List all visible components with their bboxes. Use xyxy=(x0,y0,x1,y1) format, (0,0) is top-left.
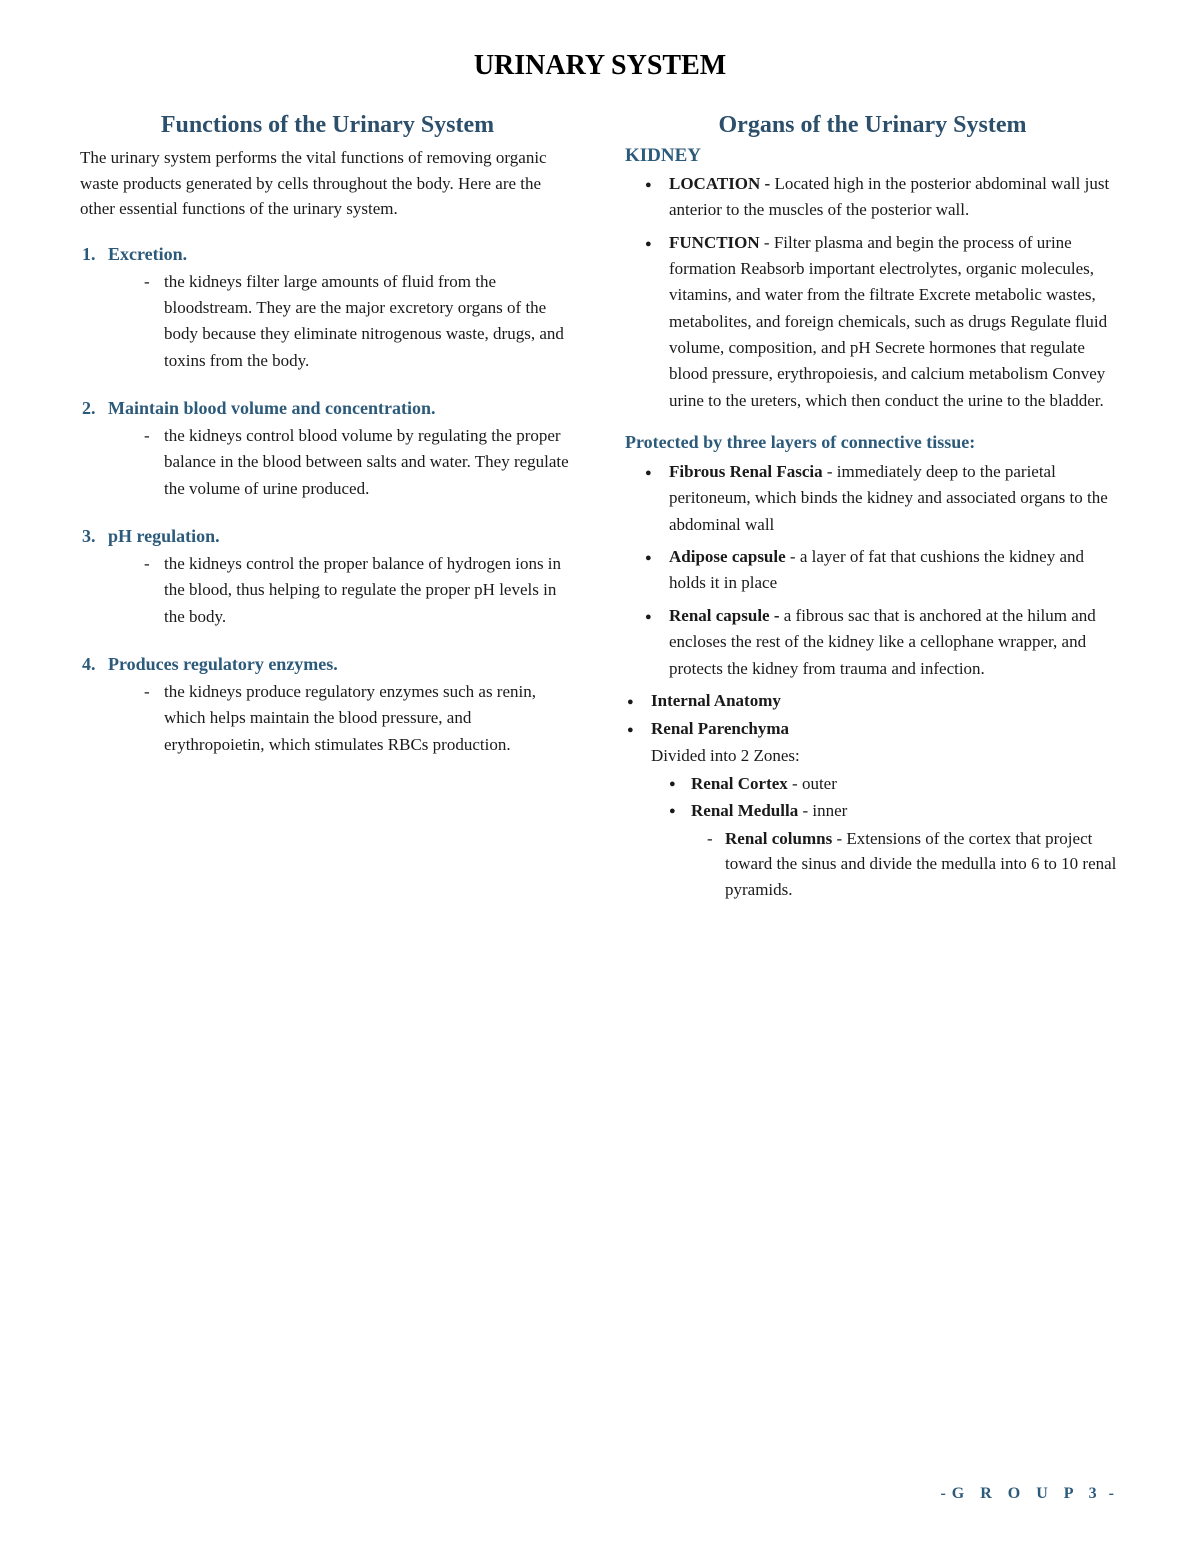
kidney-heading: KIDNEY xyxy=(625,145,1120,167)
internal-anatomy: Internal Anatomy Renal Parenchyma Divide… xyxy=(625,688,1120,903)
function-title: Excretion. xyxy=(108,244,575,265)
layer-name: Renal capsule - xyxy=(669,606,784,625)
function-body: the kidneys filter large amounts of flui… xyxy=(164,269,575,374)
parenchyma-label: Renal Parenchyma xyxy=(651,719,789,738)
medulla-name: Renal Medulla xyxy=(691,801,798,820)
divided-label: Divided into 2 Zones: xyxy=(651,743,1120,769)
protection-heading: Protected by three layers of connective … xyxy=(625,432,1120,453)
function-title: Produces regulatory enzymes. xyxy=(108,654,575,675)
two-column-layout: Functions of the Urinary System The urin… xyxy=(80,112,1120,904)
function-body: the kidneys control the proper balance o… xyxy=(164,551,575,630)
function-body: the kidneys produce regulatory enzymes s… xyxy=(164,679,575,758)
layer-name: Fibrous Renal Fascia xyxy=(669,462,823,481)
layer-item: Adipose capsule - a layer of fat that cu… xyxy=(669,544,1120,597)
document-title: URINARY SYSTEM xyxy=(80,50,1120,82)
columns-name: Renal columns xyxy=(725,829,832,848)
function-label: FUNCTION xyxy=(669,233,760,252)
internal-anatomy-text: Internal Anatomy xyxy=(651,691,781,710)
medulla-sub: Renal columns - Extensions of the cortex… xyxy=(691,826,1120,903)
page-footer: -G R O U P 3- xyxy=(934,1485,1120,1503)
kidney-function: FUNCTION - Filter plasma and begin the p… xyxy=(669,230,1120,414)
layer-item: Renal capsule - a fibrous sac that is an… xyxy=(669,603,1120,682)
layer-item: Fibrous Renal Fascia - immediately deep … xyxy=(669,459,1120,538)
protection-layers: Fibrous Renal Fascia - immediately deep … xyxy=(625,459,1120,682)
kidney-facts: LOCATION - Located high in the posterior… xyxy=(625,171,1120,414)
layer-name: Adipose capsule xyxy=(669,547,786,566)
zone-medulla: Renal Medulla - inner Renal columns - Ex… xyxy=(691,798,1120,902)
right-column: Organs of the Urinary System KIDNEY LOCA… xyxy=(625,112,1120,904)
kidney-location: LOCATION - Located high in the posterior… xyxy=(669,171,1120,224)
function-item: pH regulation. the kidneys control the p… xyxy=(108,526,575,630)
functions-heading: Functions of the Urinary System xyxy=(80,112,575,139)
organs-heading: Organs of the Urinary System xyxy=(625,112,1120,139)
functions-intro: The urinary system performs the vital fu… xyxy=(80,145,575,222)
left-column: Functions of the Urinary System The urin… xyxy=(80,112,575,904)
renal-parenchyma: Renal Parenchyma Divided into 2 Zones: R… xyxy=(651,716,1120,902)
cortex-name: Renal Cortex xyxy=(691,774,788,793)
function-title: Maintain blood volume and concentration. xyxy=(108,398,575,419)
footer-text: G R O U P 3 xyxy=(952,1485,1103,1502)
function-text: - Filter plasma and begin the process of… xyxy=(669,233,1107,410)
function-item: Produces regulatory enzymes. the kidneys… xyxy=(108,654,575,758)
zone-cortex: Renal Cortex - outer xyxy=(691,771,1120,797)
zones-list: Renal Cortex - outer Renal Medulla - inn… xyxy=(651,771,1120,903)
function-item: Maintain blood volume and concentration.… xyxy=(108,398,575,502)
function-title: pH regulation. xyxy=(108,526,575,547)
cortex-desc: - outer xyxy=(788,774,837,793)
medulla-desc: - inner xyxy=(798,801,847,820)
functions-list: Excretion. the kidneys filter large amou… xyxy=(80,244,575,758)
renal-columns: Renal columns - Extensions of the cortex… xyxy=(725,826,1120,903)
location-label: LOCATION - xyxy=(669,174,774,193)
function-item: Excretion. the kidneys filter large amou… xyxy=(108,244,575,374)
function-body: the kidneys control blood volume by regu… xyxy=(164,423,575,502)
internal-anatomy-label: Internal Anatomy xyxy=(651,688,1120,714)
